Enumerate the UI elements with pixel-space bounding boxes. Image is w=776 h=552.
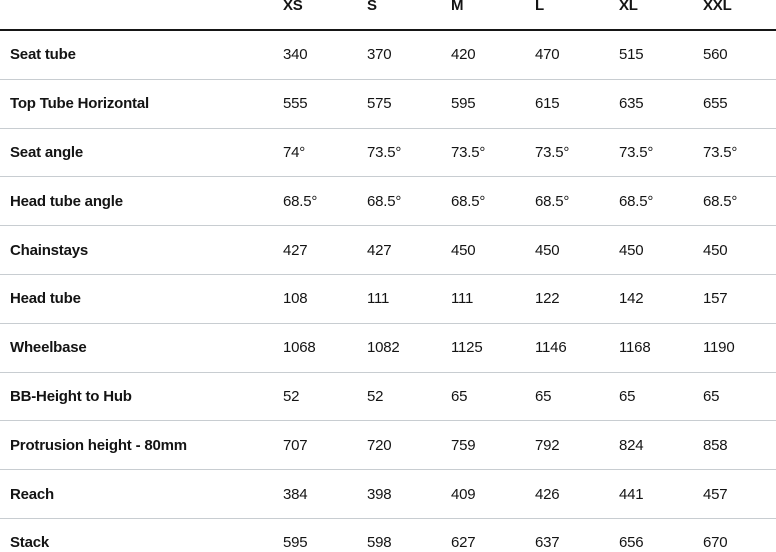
cell-value: 108	[283, 290, 308, 308]
cell-value: 450	[535, 241, 560, 259]
size-header-xl: XL	[619, 0, 638, 14]
cell-value: 427	[367, 241, 392, 259]
cell-value: 65	[619, 387, 636, 405]
cell-value: 655	[703, 95, 728, 113]
cell-value: 824	[619, 436, 644, 454]
cell-value: 111	[451, 290, 474, 308]
row-label-chainstays: Chainstays	[10, 241, 89, 259]
cell-value: 73.5°	[451, 143, 486, 161]
table-row-protrusion-height-80mm: Protrusion height - 80mm 707 720 759 792…	[0, 421, 776, 471]
cell-value: 157	[703, 290, 728, 308]
table-row-stack: Stack 595 598 627 637 656 670	[0, 519, 776, 552]
cell-value: 1082	[367, 339, 400, 357]
cell-value: 470	[535, 46, 560, 64]
size-header-xxl: XXL	[703, 0, 732, 14]
cell-value: 409	[451, 485, 476, 503]
cell-value: 340	[283, 46, 308, 64]
cell-value: 73.5°	[367, 143, 402, 161]
cell-value: 598	[367, 534, 392, 552]
table-row-head-tube: Head tube 108 111 111 122 142 157	[0, 275, 776, 324]
table-row-reach: Reach 384 398 409 426 441 457	[0, 470, 776, 519]
row-label-stack: Stack	[10, 534, 50, 552]
cell-value: 122	[535, 290, 560, 308]
cell-value: 142	[619, 290, 644, 308]
cell-value: 792	[535, 436, 560, 454]
cell-value: 111	[367, 290, 390, 308]
cell-value: 720	[367, 436, 392, 454]
size-header-row: XS S M L XL XXL	[0, 0, 776, 31]
cell-value: 73.5°	[703, 143, 738, 161]
cell-value: 515	[619, 46, 644, 64]
cell-value: 370	[367, 46, 392, 64]
cell-value: 52	[367, 387, 384, 405]
row-label-bb-height-to-hub: BB-Height to Hub	[10, 387, 132, 405]
size-header-s: S	[367, 0, 377, 14]
cell-value: 73.5°	[535, 143, 570, 161]
row-label-seat-tube: Seat tube	[10, 46, 76, 64]
cell-value: 73.5°	[619, 143, 654, 161]
cell-value: 707	[283, 436, 308, 454]
table-row-seat-tube: Seat tube 340 370 420 470 515 560	[0, 31, 776, 80]
row-label-top-tube-horizontal: Top Tube Horizontal	[10, 95, 149, 113]
cell-value: 68.5°	[535, 192, 570, 210]
row-label-seat-angle: Seat angle	[10, 143, 84, 161]
cell-value: 68.5°	[367, 192, 402, 210]
row-label-protrusion-height-80mm: Protrusion height - 80mm	[10, 436, 187, 454]
cell-value: 450	[619, 241, 644, 259]
cell-value: 615	[535, 95, 560, 113]
size-header-m: M	[451, 0, 464, 14]
cell-value: 398	[367, 485, 392, 503]
cell-value: 575	[367, 95, 392, 113]
cell-value: 65	[451, 387, 468, 405]
cell-value: 627	[451, 534, 476, 552]
cell-value: 1146	[535, 339, 567, 357]
cell-value: 1168	[619, 339, 651, 357]
cell-value: 441	[619, 485, 644, 503]
cell-value: 637	[535, 534, 560, 552]
cell-value: 427	[283, 241, 308, 259]
cell-value: 759	[451, 436, 476, 454]
cell-value: 65	[703, 387, 720, 405]
cell-value: 670	[703, 534, 728, 552]
cell-value: 595	[283, 534, 308, 552]
table-row-head-tube-angle: Head tube angle 68.5° 68.5° 68.5° 68.5° …	[0, 177, 776, 227]
table-row-top-tube-horizontal: Top Tube Horizontal 555 575 595 615 635 …	[0, 80, 776, 129]
cell-value: 52	[283, 387, 300, 405]
table-row-wheelbase: Wheelbase 1068 1082 1125 1146 1168 1190	[0, 324, 776, 373]
cell-value: 68.5°	[703, 192, 738, 210]
cell-value: 635	[619, 95, 644, 113]
cell-value: 68.5°	[451, 192, 486, 210]
cell-value: 74°	[283, 143, 306, 161]
row-label-head-tube-angle: Head tube angle	[10, 192, 123, 210]
cell-value: 426	[535, 485, 560, 503]
cell-value: 1125	[451, 339, 483, 357]
cell-value: 560	[703, 46, 728, 64]
cell-value: 384	[283, 485, 308, 503]
table-row-seat-angle: Seat angle 74° 73.5° 73.5° 73.5° 73.5° 7…	[0, 129, 776, 178]
cell-value: 1190	[703, 339, 735, 357]
table-row-bb-height-to-hub: BB-Height to Hub 52 52 65 65 65 65	[0, 373, 776, 422]
size-header-l: L	[535, 0, 544, 14]
cell-value: 457	[703, 485, 728, 503]
cell-value: 420	[451, 46, 476, 64]
cell-value: 656	[619, 534, 644, 552]
size-header-xs: XS	[283, 0, 303, 14]
cell-value: 65	[535, 387, 552, 405]
cell-value: 68.5°	[283, 192, 318, 210]
cell-value: 1068	[283, 339, 316, 357]
cell-value: 68.5°	[619, 192, 654, 210]
row-label-head-tube: Head tube	[10, 290, 81, 308]
cell-value: 555	[283, 95, 308, 113]
cell-value: 450	[703, 241, 728, 259]
table-row-chainstays: Chainstays 427 427 450 450 450 450	[0, 226, 776, 275]
cell-value: 450	[451, 241, 476, 259]
row-label-reach: Reach	[10, 485, 55, 503]
cell-value: 858	[703, 436, 728, 454]
row-label-wheelbase: Wheelbase	[10, 339, 87, 357]
cell-value: 595	[451, 95, 476, 113]
